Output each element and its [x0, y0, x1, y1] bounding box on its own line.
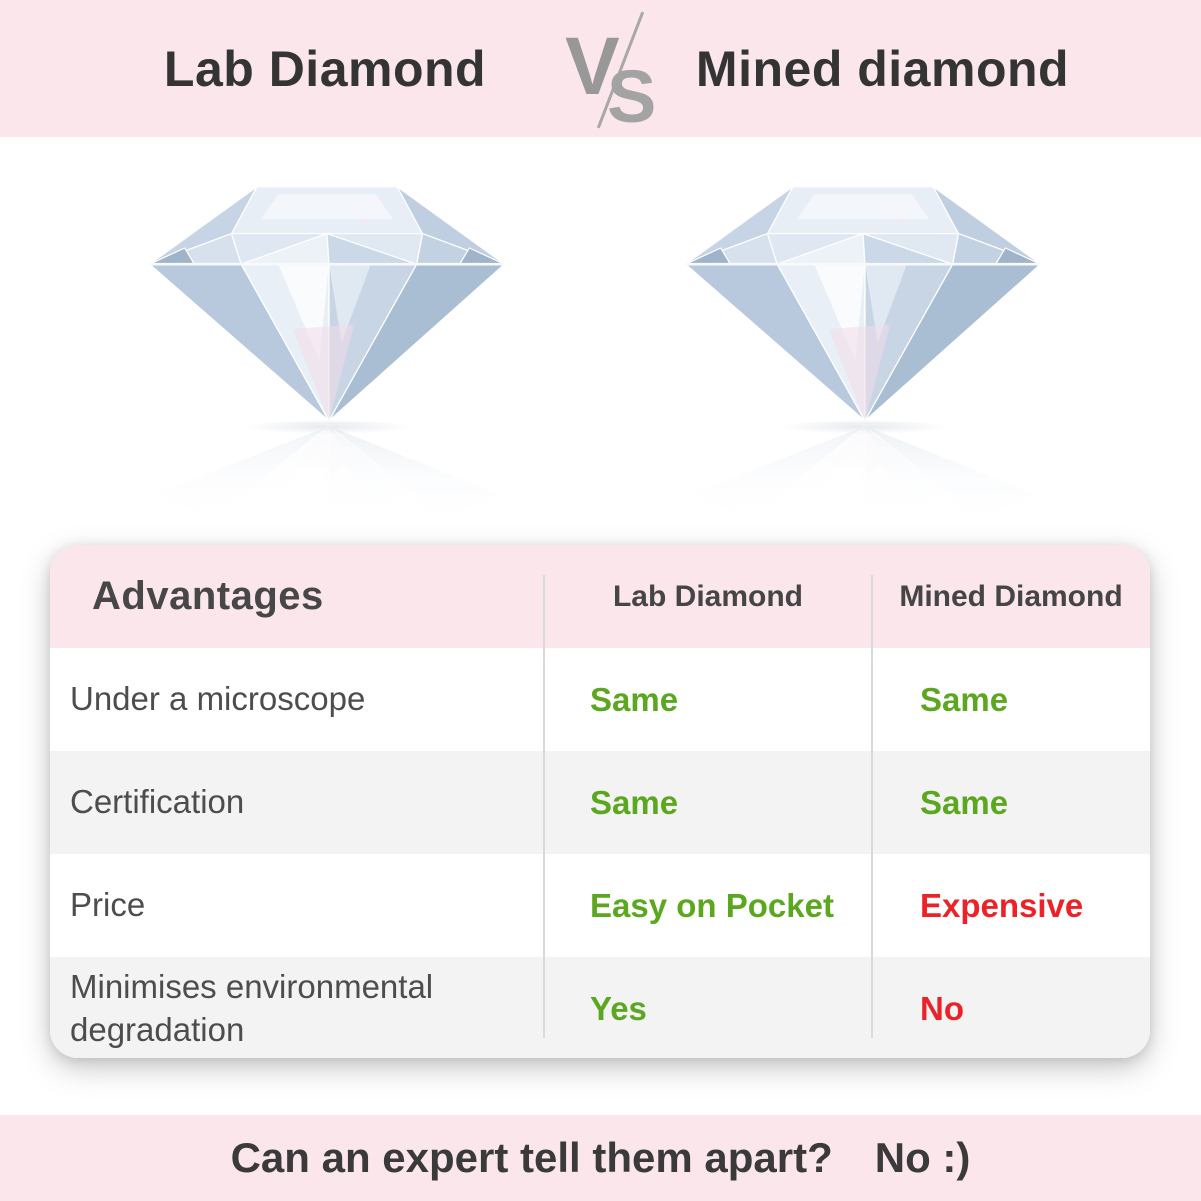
lab-value: Easy on Pocket: [590, 886, 834, 924]
lab-value: Same: [590, 680, 679, 718]
mined-value: Expensive: [920, 886, 1084, 924]
diamond-reflection: [668, 424, 1058, 544]
table-row: Minimises environmental degradation Yes …: [50, 957, 1150, 1058]
table-row: Price Easy on Pocket Expensive: [50, 854, 1150, 957]
lab-value: Yes: [590, 990, 647, 1027]
footer-answer: No :): [874, 1134, 971, 1181]
lab-diamond-title: Lab Diamond: [163, 40, 487, 97]
mined-diamond-photo: [668, 158, 1058, 544]
column-header-advantages: Advantages: [92, 574, 324, 618]
table-row: Under a microscope Same Same: [50, 648, 1150, 751]
diamond-icon: [148, 185, 506, 423]
column-header-lab: Lab Diamond: [612, 579, 803, 613]
mined-value: Same: [920, 680, 1009, 718]
diamond-reflection: [132, 424, 522, 544]
column-divider: [871, 575, 873, 1038]
column-divider: [543, 575, 545, 1038]
row-label: Price: [70, 886, 146, 924]
lab-diamond-photo: [132, 158, 522, 544]
comparison-table: Advantages Lab Diamond Mined Diamond Und…: [50, 545, 1150, 1058]
header-band: [0, 0, 1201, 137]
mined-value: No: [920, 990, 964, 1027]
lab-value: Same: [590, 783, 679, 821]
row-label: Under a microscope: [70, 680, 366, 718]
vs-badge: V S: [565, 8, 656, 134]
diamond-icon: [684, 185, 1042, 423]
column-header-mined: Mined Diamond: [899, 579, 1123, 613]
vs-letter-s: S: [607, 55, 657, 138]
table-header-row: Advantages Lab Diamond Mined Diamond: [50, 545, 1150, 648]
footer-band: Can an expert tell them apart? No :): [0, 1115, 1201, 1201]
mined-value: Same: [920, 783, 1009, 821]
table-row: Certification Same Same: [50, 751, 1150, 854]
footer-question: Can an expert tell them apart?: [230, 1134, 833, 1181]
vs-letter-v: V: [565, 21, 620, 112]
row-label: Certification: [70, 783, 245, 821]
row-label: Minimises environmental degradation: [70, 968, 434, 1048]
mined-diamond-title: Mined diamond: [695, 40, 1070, 97]
